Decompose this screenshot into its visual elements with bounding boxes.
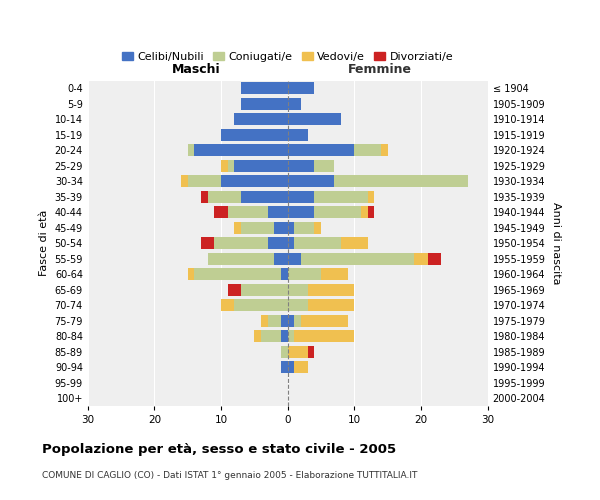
Bar — [381, 144, 388, 156]
Bar — [295, 238, 341, 250]
Bar — [268, 314, 281, 327]
Bar — [314, 160, 334, 172]
Text: Maschi: Maschi — [172, 62, 220, 76]
Bar — [415, 253, 428, 265]
Bar — [274, 222, 288, 234]
Bar — [301, 314, 348, 327]
Bar — [261, 314, 268, 327]
Bar — [274, 253, 288, 265]
Bar — [288, 114, 341, 126]
Text: COMUNE DI CAGLIO (CO) - Dati ISTAT 1° gennaio 2005 - Elaborazione TUTTITALIA.IT: COMUNE DI CAGLIO (CO) - Dati ISTAT 1° ge… — [42, 470, 418, 480]
Bar — [288, 253, 301, 265]
Bar — [228, 284, 241, 296]
Bar — [201, 238, 214, 250]
Bar — [241, 284, 288, 296]
Bar — [288, 82, 314, 94]
Bar — [288, 299, 308, 312]
Bar — [228, 160, 235, 172]
Bar — [241, 191, 288, 203]
Bar — [221, 129, 288, 141]
Bar — [268, 206, 288, 218]
Bar — [235, 114, 288, 126]
Bar — [241, 82, 288, 94]
Bar — [188, 268, 194, 280]
Bar — [188, 176, 221, 188]
Bar — [281, 346, 288, 358]
Bar — [221, 299, 235, 312]
Bar — [288, 191, 314, 203]
Bar — [295, 330, 355, 342]
Bar — [288, 361, 295, 374]
Bar — [281, 330, 288, 342]
Bar — [214, 238, 268, 250]
Bar — [288, 144, 355, 156]
Bar — [314, 222, 321, 234]
Bar — [288, 206, 314, 218]
Bar — [241, 222, 274, 234]
Bar — [308, 284, 355, 296]
Bar — [201, 191, 208, 203]
Bar — [254, 330, 261, 342]
Bar — [308, 346, 314, 358]
Bar — [321, 268, 348, 280]
Bar — [261, 330, 281, 342]
Legend: Celibi/Nubili, Coniugati/e, Vedovi/e, Divorziati/e: Celibi/Nubili, Coniugati/e, Vedovi/e, Di… — [118, 47, 458, 66]
Bar — [235, 160, 288, 172]
Bar — [208, 253, 274, 265]
Bar — [334, 176, 468, 188]
Bar — [368, 191, 374, 203]
Bar — [428, 253, 441, 265]
Text: Popolazione per età, sesso e stato civile - 2005: Popolazione per età, sesso e stato civil… — [42, 442, 396, 456]
Text: Femmine: Femmine — [348, 62, 412, 76]
Bar — [188, 144, 194, 156]
Bar — [361, 206, 368, 218]
Bar — [355, 144, 381, 156]
Bar — [295, 361, 308, 374]
Bar — [281, 314, 288, 327]
Bar — [288, 346, 308, 358]
Bar — [288, 314, 295, 327]
Y-axis label: Anni di nascita: Anni di nascita — [551, 202, 561, 284]
Bar — [208, 191, 241, 203]
Bar — [341, 238, 368, 250]
Bar — [214, 206, 228, 218]
Bar — [288, 176, 334, 188]
Bar — [281, 361, 288, 374]
Bar — [288, 330, 295, 342]
Bar — [295, 222, 314, 234]
Bar — [368, 206, 374, 218]
Bar — [235, 299, 288, 312]
Bar — [288, 160, 314, 172]
Bar — [301, 253, 415, 265]
Bar — [228, 206, 268, 218]
Bar — [268, 238, 288, 250]
Bar — [288, 284, 308, 296]
Bar — [241, 98, 288, 110]
Bar — [288, 238, 295, 250]
Bar — [288, 129, 308, 141]
Bar — [288, 222, 295, 234]
Bar — [235, 222, 241, 234]
Bar — [308, 299, 355, 312]
Bar — [181, 176, 188, 188]
Bar — [194, 268, 281, 280]
Bar — [221, 176, 288, 188]
Bar — [281, 268, 288, 280]
Bar — [295, 314, 301, 327]
Bar — [314, 206, 361, 218]
Bar — [194, 144, 288, 156]
Bar — [314, 191, 368, 203]
Bar — [288, 268, 321, 280]
Bar — [288, 98, 301, 110]
Y-axis label: Fasce di età: Fasce di età — [39, 210, 49, 276]
Bar — [221, 160, 228, 172]
